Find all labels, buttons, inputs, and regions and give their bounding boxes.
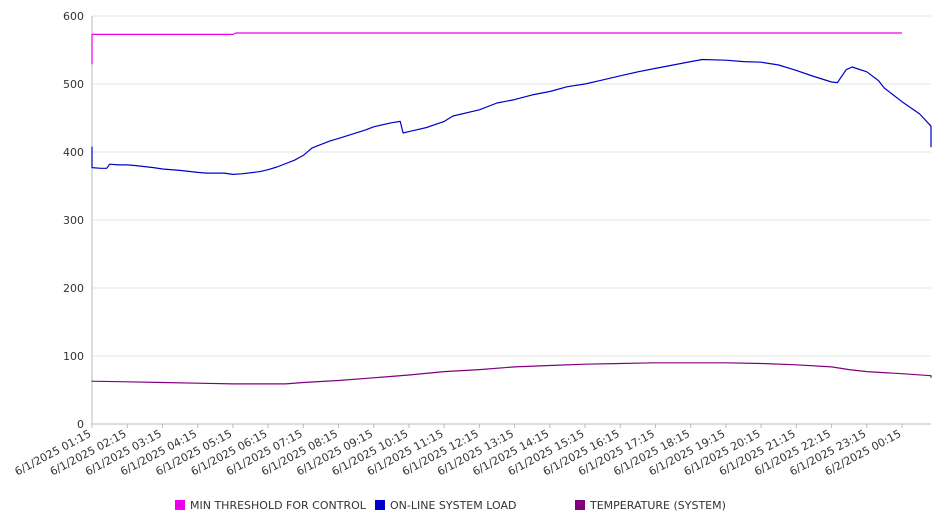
legend-label: ON-LINE SYSTEM LOAD xyxy=(390,499,516,512)
y-tick-label: 0 xyxy=(77,418,84,431)
y-tick-labels: 0 100 200 300 400 500 600 xyxy=(63,10,84,431)
legend: MIN THRESHOLD FOR CONTROL ON-LINE SYSTEM … xyxy=(175,499,726,512)
series-lines xyxy=(91,32,932,385)
axes xyxy=(91,16,931,425)
legend-label: TEMPERATURE (SYSTEM) xyxy=(589,499,726,512)
y-tick-label: 400 xyxy=(63,146,84,159)
legend-swatch xyxy=(175,500,185,510)
legend-label: MIN THRESHOLD FOR CONTROL xyxy=(190,499,367,512)
legend-swatch xyxy=(575,500,585,510)
series-line-1 xyxy=(91,32,902,65)
y-tick-label: 600 xyxy=(63,10,84,23)
y-tick-label: 200 xyxy=(63,282,84,295)
x-tick-labels: 6/1/2025 01:156/1/2025 02:156/1/2025 03:… xyxy=(13,424,903,478)
legend-swatch xyxy=(375,500,385,510)
gridlines xyxy=(92,15,931,357)
y-tick-label: 100 xyxy=(63,350,84,363)
series-line-2 xyxy=(91,58,932,175)
y-tick-label: 500 xyxy=(63,78,84,91)
y-tick-label: 300 xyxy=(63,214,84,227)
series-line-3 xyxy=(91,362,932,385)
